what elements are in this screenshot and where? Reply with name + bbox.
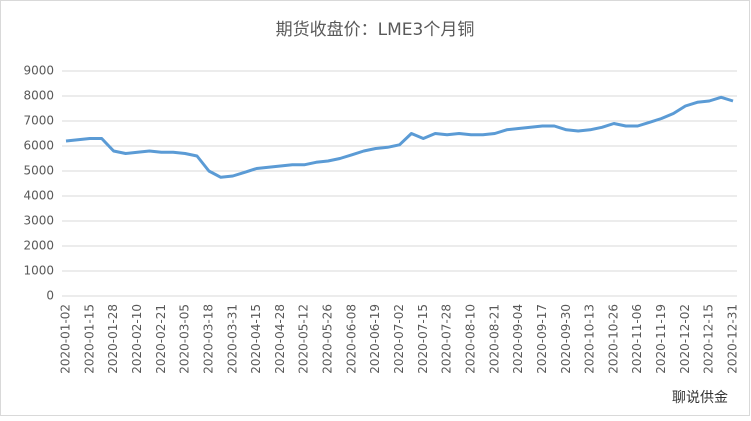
x-tick-label: 2020-03-18 xyxy=(201,304,215,374)
y-tick-label: 5000 xyxy=(23,164,54,178)
y-tick-label: 6000 xyxy=(23,139,54,153)
x-tick-label: 2020-10-26 xyxy=(606,304,620,374)
watermark: 聊说供金 xyxy=(672,390,728,406)
x-tick-label: 2020-06-19 xyxy=(368,304,382,374)
y-tick-label: 2000 xyxy=(23,239,54,253)
y-tick-label: 8000 xyxy=(23,89,54,103)
x-tick-label: 2020-08-21 xyxy=(487,304,501,374)
y-tick-label: 7000 xyxy=(23,114,54,128)
x-tick-label: 2020-12-02 xyxy=(678,304,692,374)
x-tick-label: 2020-12-15 xyxy=(702,304,716,374)
x-tick-label: 2020-07-02 xyxy=(392,304,406,374)
x-tick-label: 2020-09-30 xyxy=(559,304,573,374)
x-tick-label: 2020-07-28 xyxy=(440,304,454,374)
x-tick-label: 2020-09-04 xyxy=(511,304,525,374)
x-tick-label: 2020-05-12 xyxy=(297,304,311,374)
x-tick-label: 2020-02-10 xyxy=(130,304,144,374)
x-tick-label: 2020-09-17 xyxy=(535,304,549,374)
x-tick-label: 2020-03-05 xyxy=(178,304,192,374)
y-tick-label: 3000 xyxy=(23,214,54,228)
x-tick-label: 2020-10-13 xyxy=(583,304,597,374)
y-tick-label: 9000 xyxy=(23,64,54,78)
y-tick-label: 4000 xyxy=(23,189,54,203)
x-tick-label: 2020-04-15 xyxy=(249,304,263,374)
x-tick-label: 2020-02-21 xyxy=(154,304,168,374)
y-tick-label: 1000 xyxy=(23,264,54,278)
x-tick-label: 2020-07-15 xyxy=(416,304,430,374)
x-tick-label: 2020-08-10 xyxy=(463,304,477,374)
x-tick-label: 2020-03-31 xyxy=(225,304,239,374)
line-series xyxy=(65,95,734,179)
y-tick-label: 0 xyxy=(46,289,54,303)
x-tick-label: 2020-01-28 xyxy=(106,304,120,374)
chart-title: 期货收盘价：LME3个月铜 xyxy=(276,20,475,40)
x-tick-label: 2020-01-02 xyxy=(59,304,73,374)
x-tick-label: 2020-05-26 xyxy=(321,304,335,374)
x-tick-label: 2020-01-15 xyxy=(82,304,96,374)
x-tick-label: 2020-11-19 xyxy=(654,304,668,374)
x-tick-label: 2020-11-06 xyxy=(630,304,644,374)
x-tick-label: 2020-06-08 xyxy=(344,304,358,374)
x-tick-label: 2020-04-28 xyxy=(273,304,287,374)
x-tick-label: 2020-12-31 xyxy=(726,304,740,374)
